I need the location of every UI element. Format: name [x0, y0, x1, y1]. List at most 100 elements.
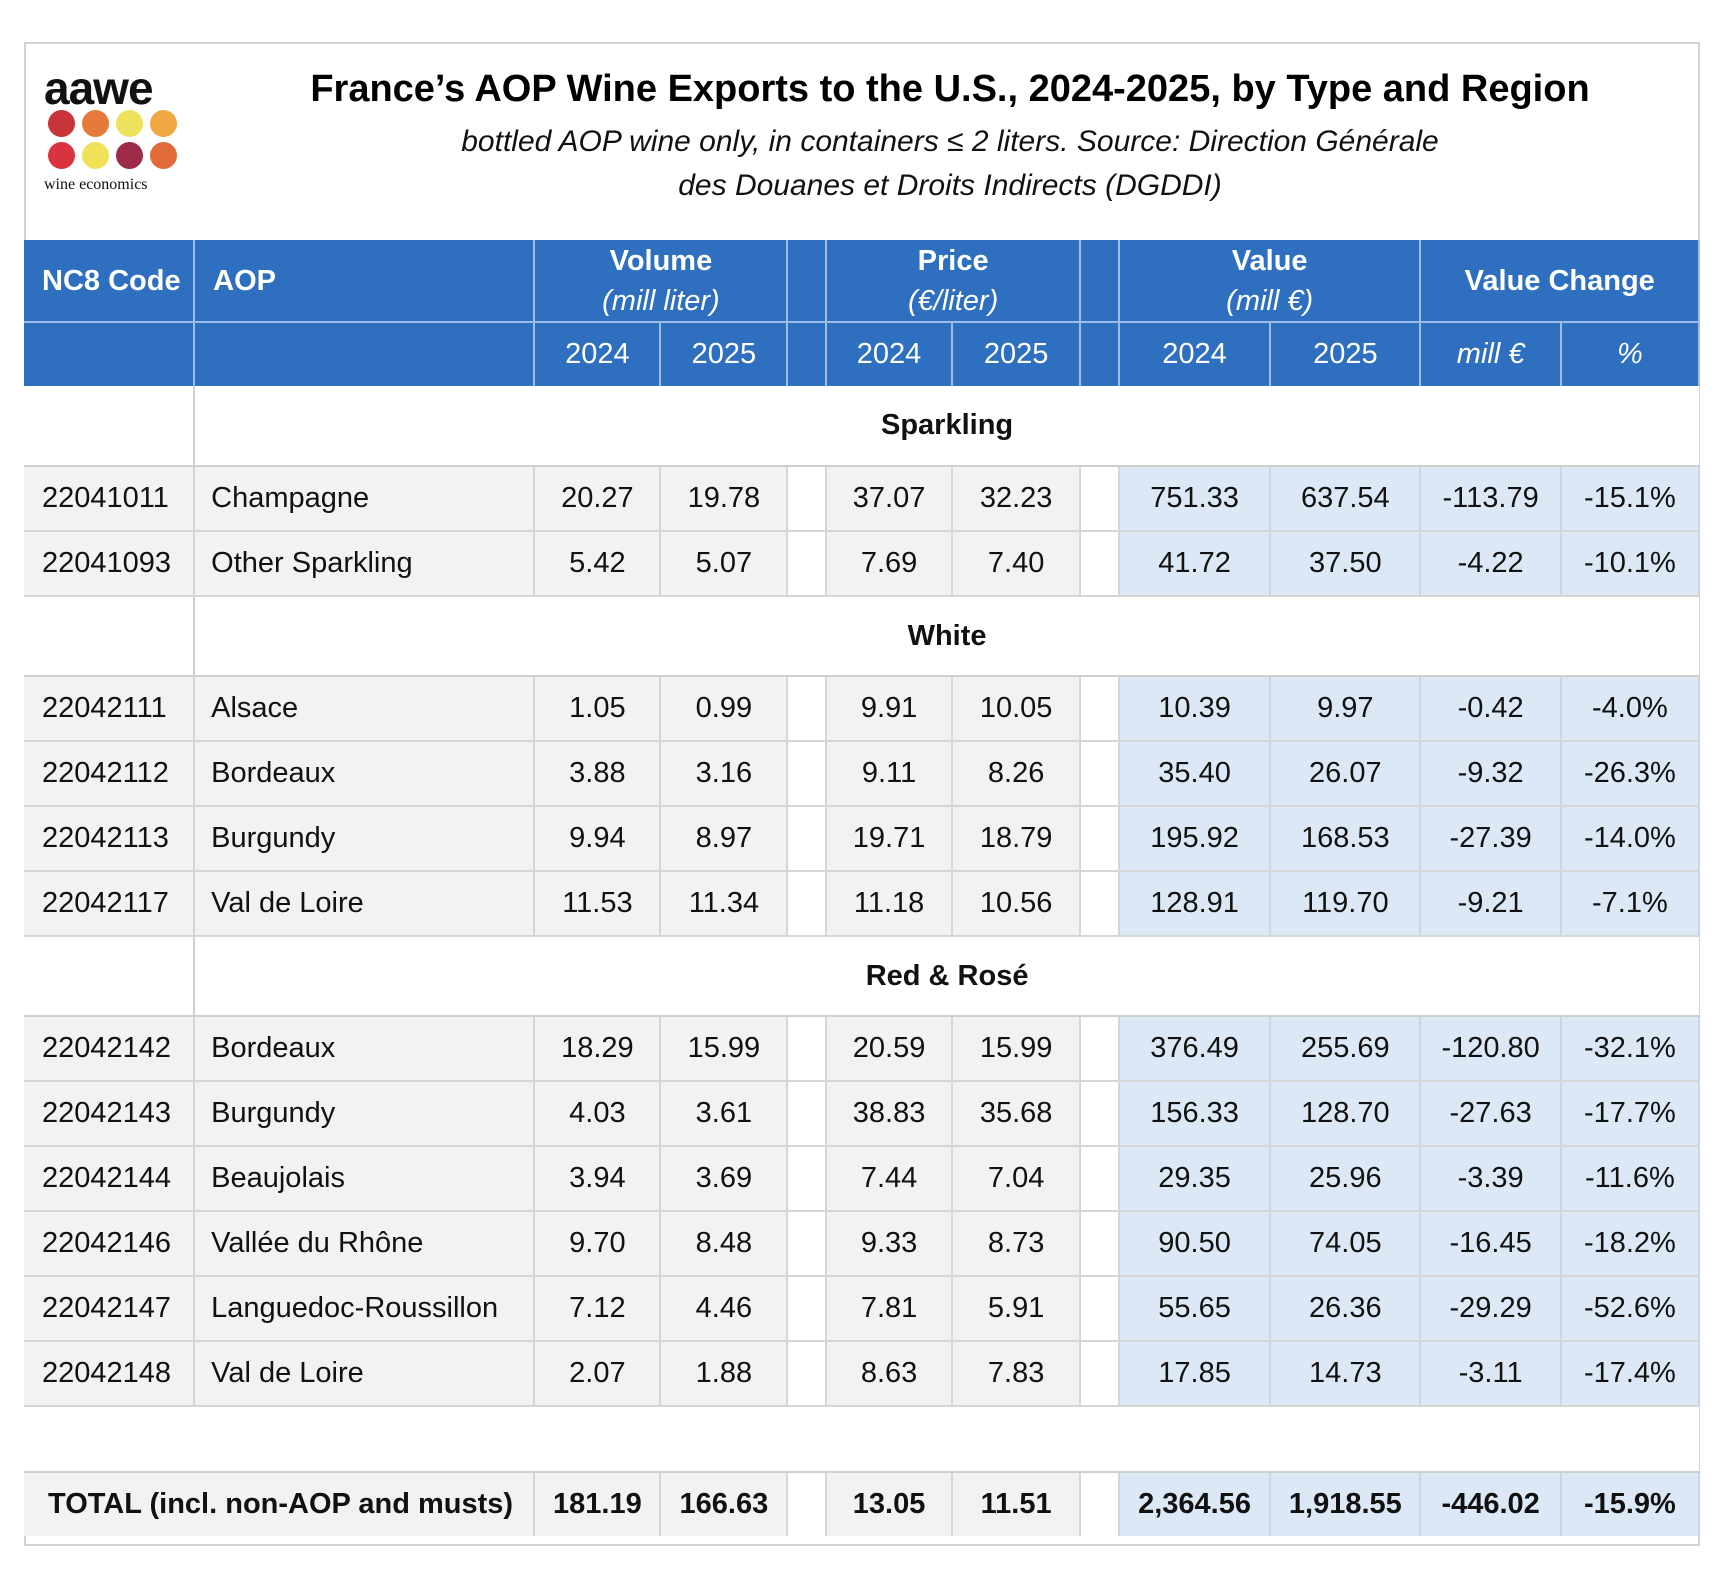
aop-cell: Bordeaux [194, 741, 536, 807]
value-change-cell: -120.80 [1420, 1016, 1562, 1082]
spacer-cell [1080, 871, 1120, 937]
price-2025-cell: 5.91 [952, 1276, 1082, 1342]
total-value-2025: 1,918.55 [1270, 1472, 1422, 1536]
spacer-cell [787, 676, 828, 742]
nc8-code-cell: 22042117 [24, 871, 196, 937]
spacer-cell [787, 806, 828, 872]
header-value: Value (mill €) [1118, 240, 1422, 322]
price-2024-cell: 9.33 [826, 1211, 954, 1277]
header-year: 2024 [826, 321, 954, 386]
value-change-pct-cell: -10.1% [1560, 531, 1701, 597]
table-row: 22042113 Burgundy 9.94 8.97 19.71 18.79 195.92… [24, 806, 1701, 872]
header-value-change: Value Change [1420, 240, 1700, 322]
aop-cell: Champagne [194, 466, 536, 532]
nc8-code-cell: 22042143 [24, 1081, 196, 1147]
value-2024-cell: 90.50 [1118, 1211, 1272, 1277]
value-change-cell: -16.45 [1420, 1211, 1562, 1277]
header-blank [24, 321, 196, 386]
volume-2025-cell: 11.34 [660, 871, 789, 937]
value-change-pct-cell: -17.7% [1560, 1081, 1701, 1147]
table-row: 22042146 Vallée du Rhône 9.70 8.48 9.33 8.73 9… [24, 1211, 1701, 1277]
volume-2025-cell: 5.07 [660, 531, 789, 597]
spacer-cell [787, 1081, 828, 1147]
volume-2025-cell: 4.46 [660, 1276, 789, 1342]
table-row: 22042147 Languedoc-Roussillon 7.12 4.46 7.81… [24, 1276, 1701, 1342]
table-row: 22042142 Bordeaux 18.29 15.99 20.59 15.99 376.… [24, 1016, 1701, 1082]
value-change-cell: -4.22 [1420, 531, 1562, 597]
aop-cell: Vallée du Rhône [194, 1211, 536, 1277]
total-price-2025: 11.51 [952, 1472, 1082, 1536]
spacer-cell [1080, 1081, 1120, 1147]
logo-dot [48, 142, 75, 169]
header-value-unit: (mill €) [1226, 284, 1314, 317]
value-change-cell: -3.39 [1420, 1146, 1562, 1212]
total-price-2024: 13.05 [826, 1472, 954, 1536]
value-2024-cell: 195.92 [1118, 806, 1272, 872]
header-price-unit: (€/liter) [908, 284, 999, 317]
value-2025-cell: 128.70 [1270, 1081, 1422, 1147]
total-value-change: -446.02 [1420, 1472, 1562, 1536]
header-year: 2025 [1270, 321, 1422, 386]
volume-2024-cell: 3.94 [534, 1146, 662, 1212]
price-2025-cell: 7.83 [952, 1341, 1082, 1407]
logo-dot [150, 142, 177, 169]
exports-table: NC8 Code AOP Volume (mill liter) Price (… [24, 240, 1701, 1536]
value-2025-cell: 119.70 [1270, 871, 1422, 937]
value-2025-cell: 14.73 [1270, 1341, 1422, 1407]
header-price: Price (€/liter) [826, 240, 1082, 322]
price-2024-cell: 37.07 [826, 466, 954, 532]
price-2025-cell: 8.26 [952, 741, 1082, 807]
volume-2024-cell: 3.88 [534, 741, 662, 807]
aop-cell: Beaujolais [194, 1146, 536, 1212]
value-change-pct-cell: -18.2% [1560, 1211, 1701, 1277]
page-title: France’s AOP Wine Exports to the U.S., 2… [310, 68, 1590, 110]
nc8-code-cell: 22042144 [24, 1146, 196, 1212]
header-spacer [787, 321, 828, 386]
header-aop: AOP [194, 240, 536, 322]
value-2024-cell: 128.91 [1118, 871, 1272, 937]
header-price-label: Price [917, 244, 989, 277]
spacer-cell [1080, 1341, 1120, 1407]
spacer-cell [1080, 1211, 1120, 1277]
aawe-logo: aawe wine economics [44, 64, 184, 200]
spacer-cell [787, 466, 828, 532]
price-2024-cell: 11.18 [826, 871, 954, 937]
price-2024-cell: 20.59 [826, 1016, 954, 1082]
logo-dot [82, 110, 109, 137]
subtitle-line-1: bottled AOP wine only, in containers ≤ 2… [461, 125, 1439, 158]
value-2024-cell: 376.49 [1118, 1016, 1272, 1082]
price-2024-cell: 7.81 [826, 1276, 954, 1342]
header-spacer [1080, 240, 1120, 322]
value-2024-cell: 55.65 [1118, 1276, 1272, 1342]
price-2024-cell: 7.69 [826, 531, 954, 597]
table-row: 22042143 Burgundy 4.03 3.61 38.83 35.68 156.33… [24, 1081, 1701, 1147]
spacer-cell [787, 1472, 828, 1536]
volume-2024-cell: 4.03 [534, 1081, 662, 1147]
value-2024-cell: 10.39 [1118, 676, 1272, 742]
header-nc8-code: NC8 Code [24, 240, 196, 322]
price-2024-cell: 8.63 [826, 1341, 954, 1407]
value-change-cell: -0.42 [1420, 676, 1562, 742]
value-change-pct-cell: -4.0% [1560, 676, 1701, 742]
volume-2024-cell: 18.29 [534, 1016, 662, 1082]
volume-2025-cell: 3.61 [660, 1081, 789, 1147]
section-name: Red & Rosé [193, 936, 1699, 1017]
logo-wordmark: aawe [44, 62, 154, 114]
section-header-row: Sparkling [24, 386, 1699, 467]
volume-2025-cell: 19.78 [660, 466, 789, 532]
header-year: 2025 [952, 321, 1082, 386]
value-2025-cell: 168.53 [1270, 806, 1422, 872]
value-change-cell: -9.21 [1420, 871, 1562, 937]
value-change-cell: -27.63 [1420, 1081, 1562, 1147]
section-spacer [24, 596, 195, 677]
nc8-code-cell: 22042113 [24, 806, 196, 872]
nc8-code-cell: 22041011 [24, 466, 196, 532]
header-year: 2024 [1118, 321, 1272, 386]
spacer-cell [787, 1016, 828, 1082]
logo-subtitle: wine economics [44, 176, 148, 193]
volume-2025-cell: 15.99 [660, 1016, 789, 1082]
spacer-cell [1080, 676, 1120, 742]
price-2025-cell: 15.99 [952, 1016, 1082, 1082]
price-2025-cell: 35.68 [952, 1081, 1082, 1147]
page-subtitle: bottled AOP wine only, in containers ≤ 2… [250, 120, 1650, 208]
